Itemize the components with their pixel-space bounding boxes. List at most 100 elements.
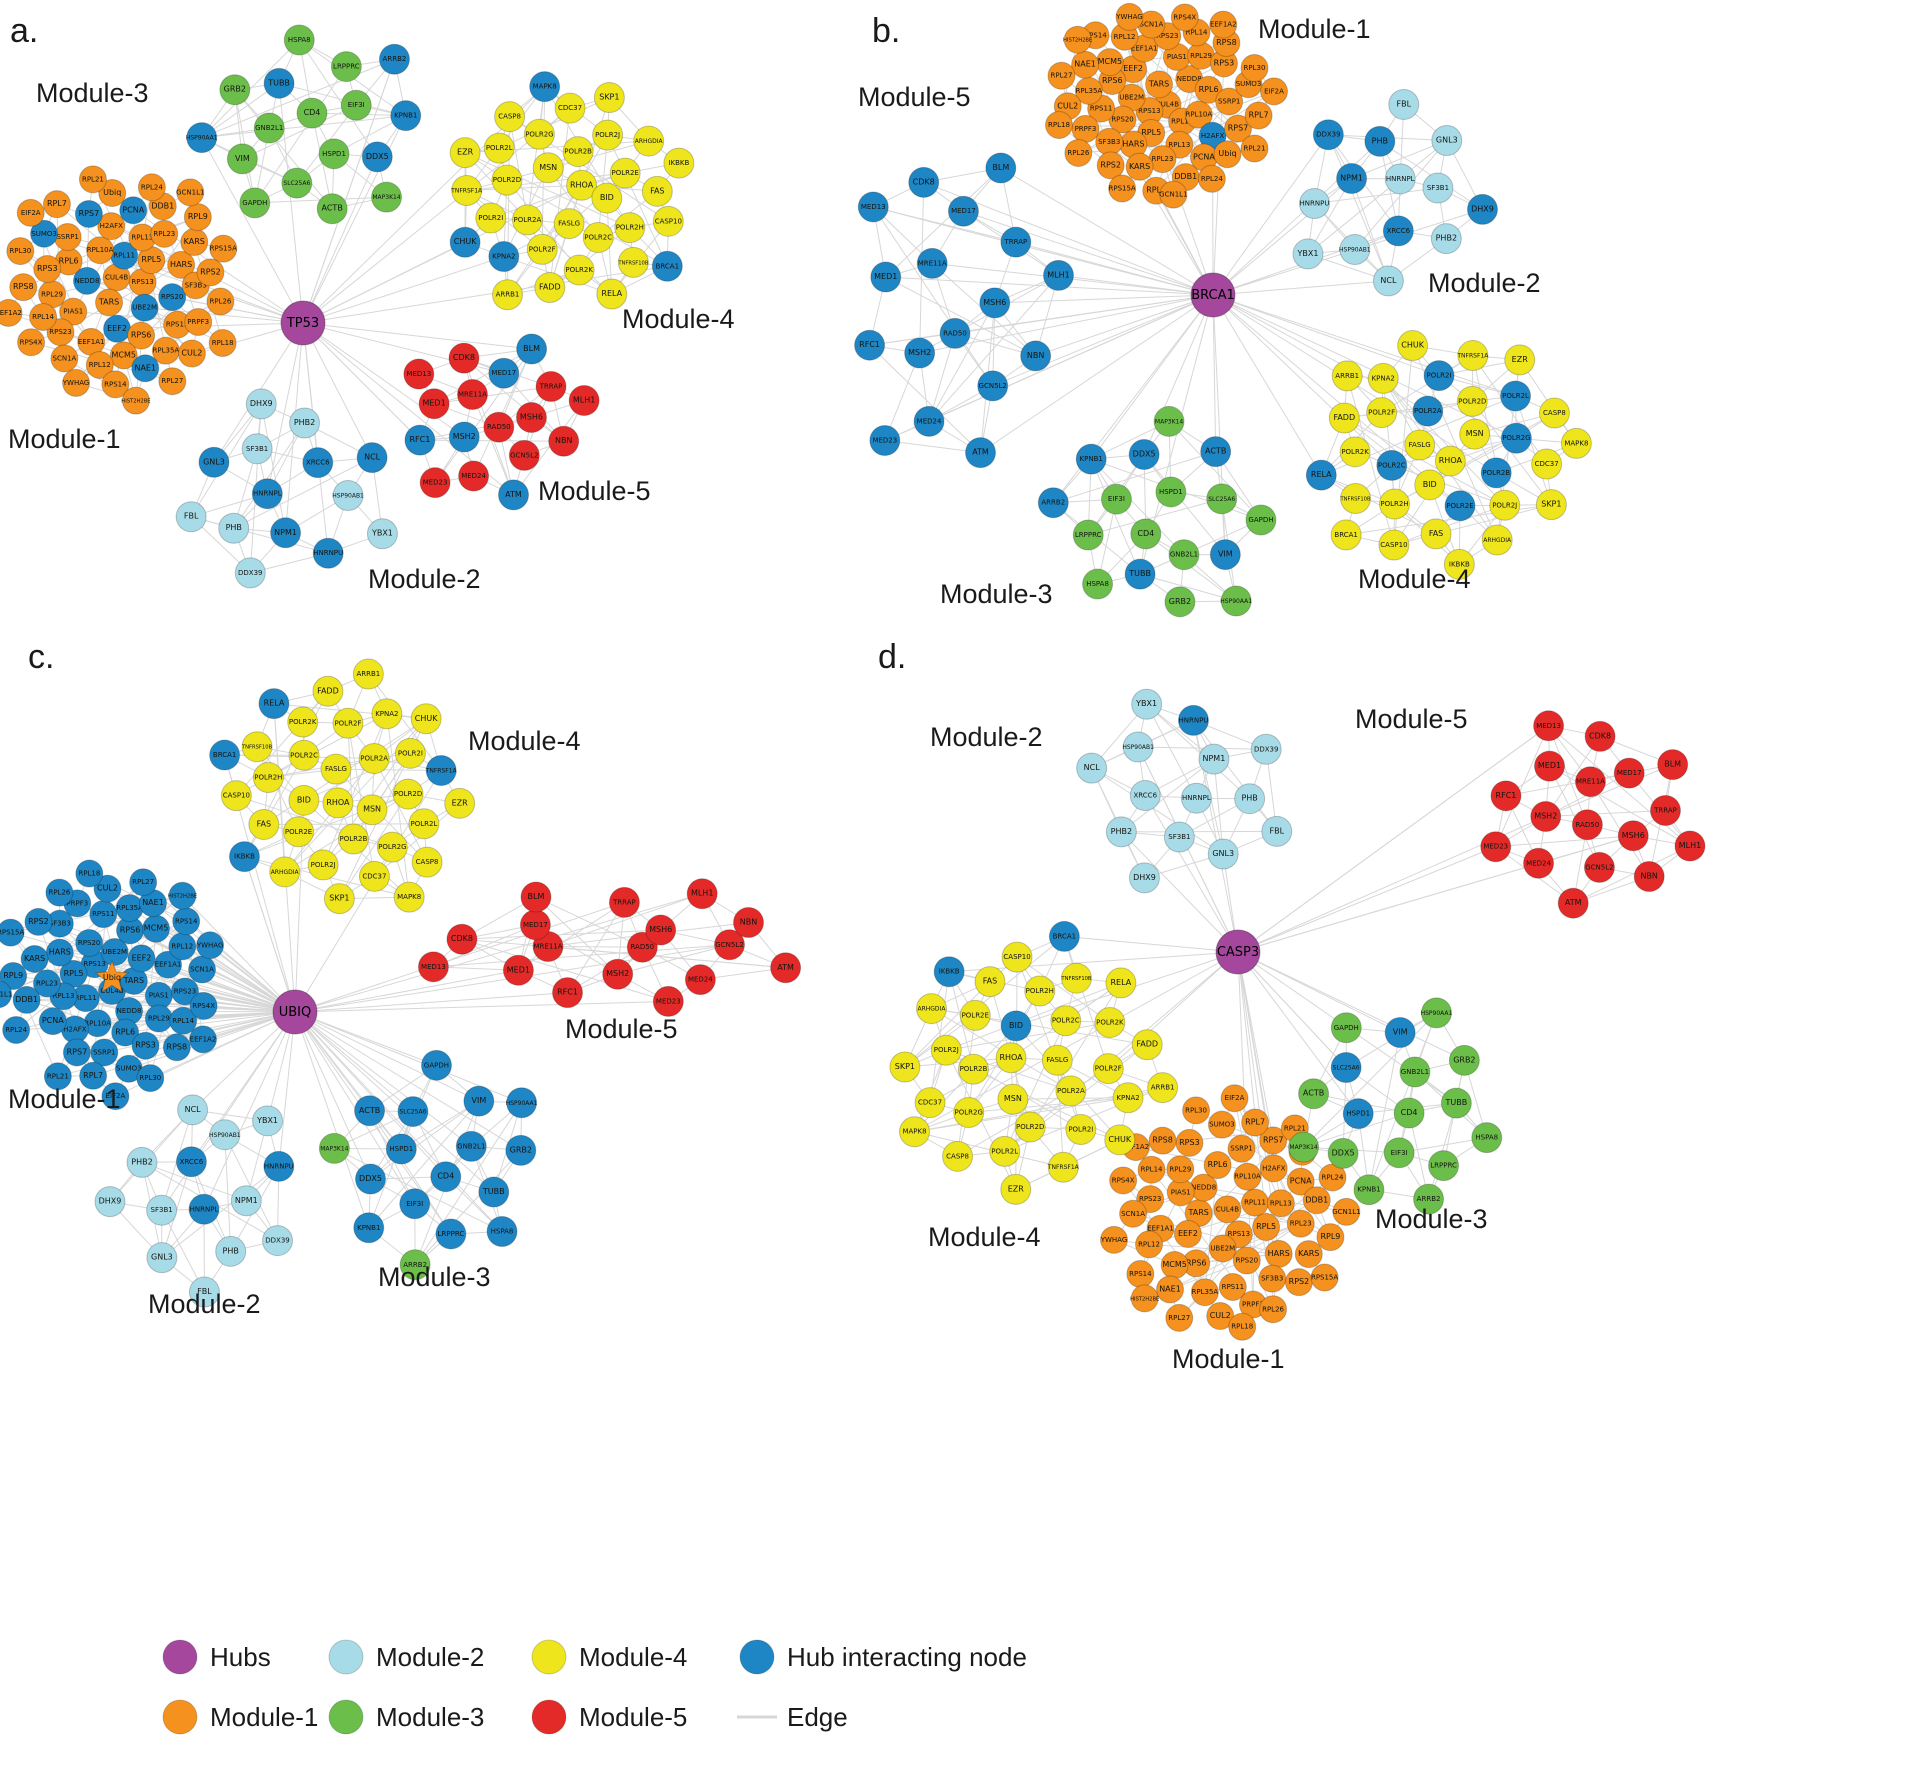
network-node: DDX39: [234, 557, 266, 589]
node-label: HARS: [170, 260, 192, 269]
network-node: CD4: [1130, 518, 1162, 550]
node-label: HSP90AA1: [186, 135, 218, 142]
node-circle: [252, 1105, 284, 1137]
node-circle: [218, 512, 250, 544]
node-label: POLR2F: [1095, 1065, 1122, 1073]
node-label: HNRNPL: [1182, 794, 1211, 802]
node-circle: [1213, 140, 1242, 169]
node-label: RPL5: [1141, 128, 1161, 137]
node-circle: [59, 297, 88, 326]
node-label: MED1: [507, 965, 530, 974]
node-circle: [399, 1249, 431, 1281]
network-node: RPS2: [1284, 1268, 1313, 1297]
network-node: FASLG: [553, 208, 585, 240]
network-node: MLH1: [1674, 830, 1706, 862]
network-node: PCNA: [1286, 1167, 1315, 1196]
node-label: POLR2J: [934, 1046, 959, 1054]
node-circle: [899, 1116, 931, 1148]
node-label: CASP10: [1380, 541, 1407, 549]
network-node: RPS20: [1232, 1246, 1261, 1275]
network-edge: [374, 802, 460, 877]
network-node: RPS15A: [1310, 1263, 1339, 1292]
node-circle: [269, 856, 301, 888]
hub-edge: [302, 322, 329, 554]
node-circle: [1206, 483, 1238, 515]
legend-swatch: [162, 1699, 198, 1735]
network-edge: [1192, 720, 1224, 855]
hub-edge: [1237, 951, 1465, 1061]
node-circle: [458, 460, 490, 492]
network-node: CDK8: [908, 166, 940, 198]
node-label: GAPDH: [424, 1061, 449, 1069]
hub-circle: [272, 989, 318, 1035]
node-label: RPL30: [1185, 1106, 1207, 1114]
node-circle: [394, 737, 426, 769]
node-circle: [449, 226, 481, 258]
node-circle: [1108, 174, 1137, 203]
node-circle: [974, 966, 1006, 998]
node-label: UBE2M: [1119, 94, 1144, 102]
network-node: HIST2H2BE: [168, 881, 197, 910]
node-circle: [251, 478, 283, 510]
node-circle: [1434, 445, 1466, 477]
node-label: RPL9: [1146, 186, 1166, 195]
network-edge: [201, 58, 395, 139]
node-circle: [1220, 585, 1252, 617]
node-label: MED13: [406, 370, 431, 378]
node-label: RPS15A: [210, 245, 237, 253]
node-label: SUMO3: [31, 230, 57, 238]
node-circle: [45, 878, 74, 907]
node-label: XRCC6: [180, 1158, 204, 1166]
node-circle: [410, 703, 442, 735]
node-label: EEF2: [132, 953, 152, 962]
network-node: RFC1: [552, 977, 584, 1009]
node-label: MLH1: [691, 889, 713, 898]
node-circle: [1266, 1189, 1295, 1218]
node-label: POLR2H: [254, 773, 282, 781]
node-label: RPS8: [1152, 1136, 1173, 1145]
network-node: FADD: [1328, 402, 1360, 434]
node-label: KPNB1: [357, 1224, 380, 1232]
node-circle: [262, 1225, 294, 1257]
node-circle: [356, 794, 388, 826]
node-circle: [1198, 743, 1230, 775]
node-label: RPS3: [37, 264, 58, 273]
network-node: PHB2: [126, 1146, 158, 1178]
network-node: RPL7: [42, 190, 71, 219]
node-circle: [989, 1135, 1021, 1167]
hub-edge: [1237, 951, 1274, 1141]
node-circle: [1617, 820, 1649, 852]
node-label: RPL11: [75, 994, 97, 1002]
network-edge: [884, 440, 981, 454]
node-circle: [287, 706, 319, 738]
network-node: PHB2: [1105, 816, 1137, 848]
network-node: Ubiq: [94, 959, 130, 993]
node-circle: [126, 1146, 158, 1178]
node-circle: [1286, 1209, 1315, 1238]
network-node: FASLG: [1404, 429, 1436, 461]
node-label: MLH1: [573, 396, 595, 405]
node-circle: [1128, 862, 1160, 894]
hub-edge: [1212, 294, 1322, 476]
node-circle: [770, 952, 802, 984]
node-label: DHX9: [99, 1197, 122, 1206]
node-circle: [186, 122, 218, 154]
network-edge: [141, 1161, 247, 1202]
node-label: RPS2: [28, 917, 49, 926]
network-node: DDX5: [361, 141, 393, 173]
node-circle: [302, 447, 334, 479]
node-circle: [1233, 1162, 1262, 1191]
node-label: MSH2: [453, 432, 476, 441]
network-node: DHX9: [1128, 862, 1160, 894]
node-label: MCM5: [112, 350, 136, 359]
node-circle: [75, 859, 104, 888]
network-node: MSH2: [602, 958, 634, 990]
node-circle: [1657, 749, 1689, 781]
network-node: BLM: [520, 881, 552, 913]
network-node: POLR2C: [288, 739, 320, 771]
node-label: RPL29: [1169, 1165, 1191, 1173]
network-node: RPS6: [127, 321, 156, 350]
hub-label: TP53: [286, 316, 319, 331]
network-node: GNB2L1: [253, 112, 285, 144]
